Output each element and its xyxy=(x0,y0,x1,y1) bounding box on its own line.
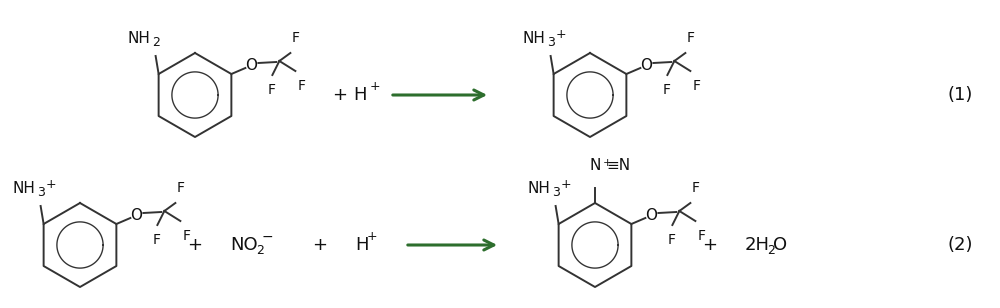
Text: +: + xyxy=(46,178,56,191)
Text: +: + xyxy=(556,28,566,41)
Text: F: F xyxy=(182,229,190,243)
Text: F: F xyxy=(667,233,675,247)
Text: 2H: 2H xyxy=(745,236,770,254)
Text: +: + xyxy=(370,80,381,94)
Text: F: F xyxy=(267,83,275,97)
Text: F: F xyxy=(176,181,184,195)
Text: 2: 2 xyxy=(152,36,160,49)
Text: F: F xyxy=(291,31,299,45)
Text: 3: 3 xyxy=(552,186,560,199)
Text: F: F xyxy=(691,181,699,195)
Text: 2: 2 xyxy=(767,245,775,257)
Text: F: F xyxy=(297,79,305,93)
Text: NH: NH xyxy=(528,181,551,196)
Text: F: F xyxy=(697,229,705,243)
Text: 2: 2 xyxy=(256,245,264,257)
Text: N: N xyxy=(589,158,601,173)
Text: ≡N: ≡N xyxy=(606,158,630,173)
Text: (1): (1) xyxy=(947,86,973,104)
Text: O: O xyxy=(773,236,787,254)
Text: NO: NO xyxy=(230,236,258,254)
Text: +: + xyxy=(188,236,202,254)
Text: F: F xyxy=(152,233,160,247)
Text: +: + xyxy=(367,230,378,244)
Text: NH: NH xyxy=(128,31,151,46)
Text: +: + xyxy=(312,236,328,254)
Text: +: + xyxy=(603,158,612,168)
Text: O: O xyxy=(640,59,652,74)
Text: +: + xyxy=(561,178,571,191)
Text: O: O xyxy=(245,59,257,74)
Text: NH: NH xyxy=(13,181,36,196)
Text: F: F xyxy=(692,79,700,93)
Text: O: O xyxy=(645,209,657,224)
Text: +: + xyxy=(702,236,718,254)
Text: F: F xyxy=(662,83,670,97)
Text: O: O xyxy=(130,209,142,224)
Text: 3: 3 xyxy=(547,36,555,49)
Text: H: H xyxy=(353,86,367,104)
Text: −: − xyxy=(262,230,274,244)
Text: 3: 3 xyxy=(37,186,45,199)
Text: NH: NH xyxy=(523,31,546,46)
Text: (2): (2) xyxy=(947,236,973,254)
Text: F: F xyxy=(686,31,694,45)
Text: +: + xyxy=(332,86,348,104)
Text: H: H xyxy=(355,236,368,254)
